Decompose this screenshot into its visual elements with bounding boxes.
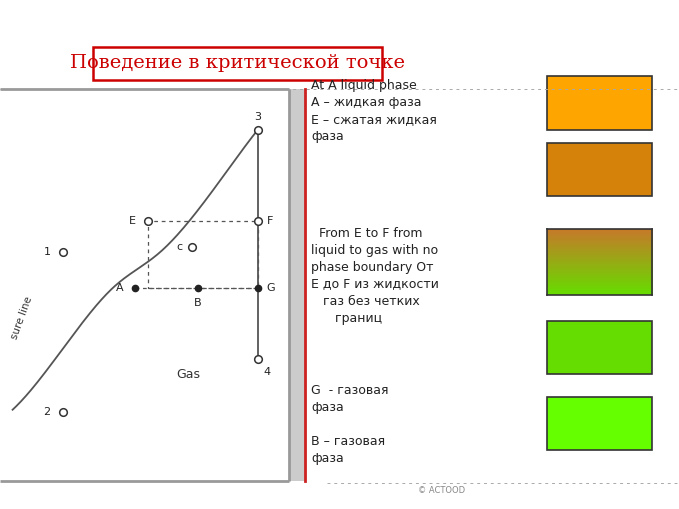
Bar <box>289 89 305 481</box>
Text: Gas: Gas <box>177 367 200 381</box>
Bar <box>547 76 652 130</box>
Text: 2: 2 <box>43 407 51 417</box>
Text: sure line: sure line <box>10 295 34 341</box>
Text: c: c <box>176 242 182 252</box>
Text: © ACTOOD: © ACTOOD <box>418 486 464 495</box>
Bar <box>547 397 652 450</box>
Bar <box>148 221 258 288</box>
Text: F: F <box>267 216 274 227</box>
Text: 4: 4 <box>263 366 271 377</box>
Text: 3: 3 <box>254 112 261 122</box>
Text: From E to F from
liquid to gas with no
phase boundary От
Е до F из жидкости
   г: From E to F from liquid to gas with no p… <box>311 227 439 325</box>
Text: At A liquid phase
А – жидкая фаза
Е – сжатая жидкая
фаза: At A liquid phase А – жидкая фаза Е – сж… <box>311 79 437 143</box>
Bar <box>547 143 652 196</box>
Bar <box>547 321 652 374</box>
Bar <box>93 47 382 80</box>
Text: E: E <box>128 216 136 227</box>
Text: 1: 1 <box>43 247 51 257</box>
Text: A: A <box>115 282 124 293</box>
Text: В – газовая
фаза: В – газовая фаза <box>311 435 385 465</box>
Text: B: B <box>194 298 202 308</box>
Text: Поведение в критической точке: Поведение в критической точке <box>70 54 405 72</box>
Text: G: G <box>266 282 274 293</box>
Text: G  - газовая
фаза: G - газовая фаза <box>311 384 388 414</box>
